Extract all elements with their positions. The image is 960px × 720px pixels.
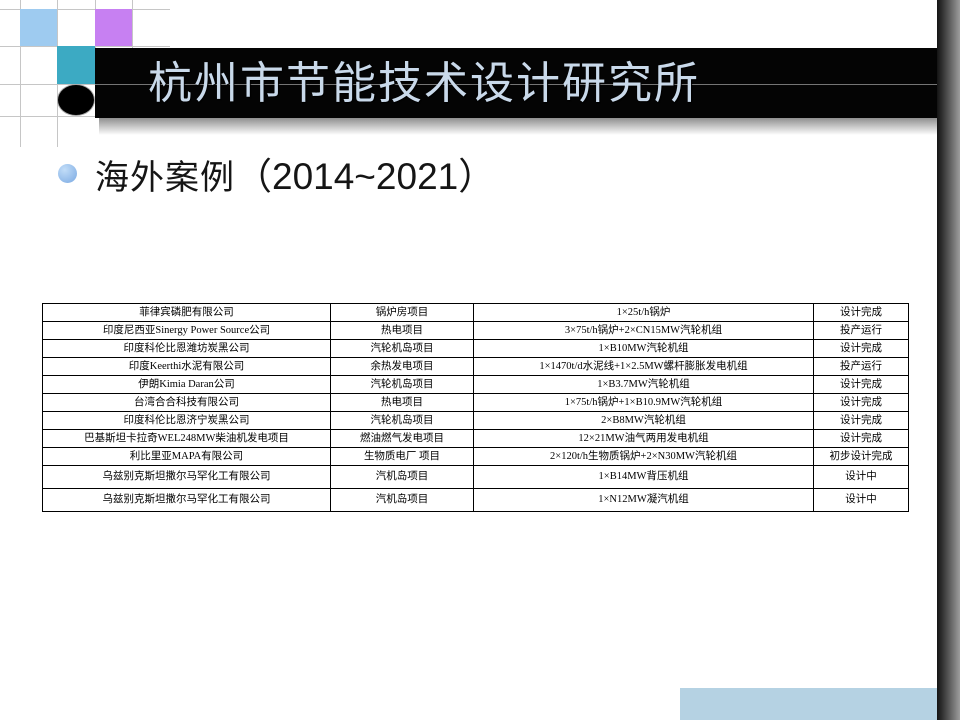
bullet-heading: 海外案例（2014~2021） bbox=[95, 146, 495, 200]
table-row: 乌兹别克斯坦撒尔马罕化工有限公司 汽机岛项目 1×N12MW凝汽机组 设计中 bbox=[42, 488, 909, 512]
table-cell: 乌兹别克斯坦撒尔马罕化工有限公司 bbox=[42, 488, 331, 512]
table-cell: 设计中 bbox=[813, 465, 909, 489]
table-cell: 设计完成 bbox=[813, 303, 909, 322]
table-cell: 燃油燃气发电项目 bbox=[330, 429, 474, 448]
bottom-accent-bar bbox=[680, 688, 937, 720]
table-row: 台湾合合科技有限公司 热电项目 1×75t/h锅炉+1×B10.9MW汽轮机组 设计完… bbox=[42, 393, 909, 412]
table-cell: 1×B10MW汽轮机组 bbox=[473, 339, 814, 358]
table-cell: 汽轮机岛项目 bbox=[330, 375, 474, 394]
deco-square-blue bbox=[20, 9, 57, 46]
table-cell: 初步设计完成 bbox=[813, 447, 909, 466]
table-cell: 汽机岛项目 bbox=[330, 465, 474, 489]
bullet-label: 海外案例 bbox=[95, 160, 235, 197]
deco-square-teal bbox=[57, 46, 95, 84]
table-row: 乌兹别克斯坦撒尔马罕化工有限公司 汽机岛项目 1×B14MW背压机组 设计中 bbox=[42, 465, 909, 489]
table-cell: 印度科伦比恩济宁炭黑公司 bbox=[42, 411, 331, 430]
table-cell: 设计完成 bbox=[813, 393, 909, 412]
grid-line-horizontal bbox=[0, 9, 170, 10]
table-cell: 12×21MW油气两用发电机组 bbox=[473, 429, 814, 448]
table-row: 伊朗Kimia Daran公司 汽轮机岛项目 1×B3.7MW汽轮机组 设计完成 bbox=[42, 375, 909, 394]
table-cell: 乌兹别克斯坦撒尔马罕化工有限公司 bbox=[42, 465, 331, 489]
title-banner: 杭州市节能技术设计研究所 bbox=[95, 48, 937, 118]
cases-table: 菲律宾磷肥有限公司 锅炉房项目 1×25t/h锅炉 设计完成 印度尼西亚Sinergy … bbox=[42, 303, 909, 512]
table-cell: 3×75t/h锅炉+2×CN15MW汽轮机组 bbox=[473, 321, 814, 340]
table-cell: 印度尼西亚Sinergy Power Source公司 bbox=[42, 321, 331, 340]
table-cell: 热电项目 bbox=[330, 321, 474, 340]
table-cell: 菲律宾磷肥有限公司 bbox=[42, 303, 331, 322]
right-edge-shadow bbox=[937, 0, 960, 720]
table-row: 菲律宾磷肥有限公司 锅炉房项目 1×25t/h锅炉 设计完成 bbox=[42, 303, 909, 322]
table-cell: 1×N12MW凝汽机组 bbox=[473, 488, 814, 512]
table-cell: 2×120t/h生物质锅炉+2×N30MW汽轮机组 bbox=[473, 447, 814, 466]
table-cell: 锅炉房项目 bbox=[330, 303, 474, 322]
deco-circle bbox=[57, 84, 95, 116]
table-cell: 利比里亚MAPA有限公司 bbox=[42, 447, 331, 466]
banner-shadow bbox=[99, 118, 937, 135]
table-cell: 巴基斯坦卡拉奇WEL248MW柴油机发电项目 bbox=[42, 429, 331, 448]
table-row: 印度科伦比恩潍坊炭黑公司 汽轮机岛项目 1×B10MW汽轮机组 设计完成 bbox=[42, 339, 909, 358]
table-cell: 台湾合合科技有限公司 bbox=[42, 393, 331, 412]
bullet-icon bbox=[58, 164, 77, 183]
table-cell: 印度科伦比恩潍坊炭黑公司 bbox=[42, 339, 331, 358]
table-cell: 2×B8MW汽轮机组 bbox=[473, 411, 814, 430]
table-cell: 余热发电项目 bbox=[330, 357, 474, 376]
table-cell: 1×B14MW背压机组 bbox=[473, 465, 814, 489]
table-cell: 印度Keerthi水泥有限公司 bbox=[42, 357, 331, 376]
table-cell: 1×75t/h锅炉+1×B10.9MW汽轮机组 bbox=[473, 393, 814, 412]
table-cell: 伊朗Kimia Daran公司 bbox=[42, 375, 331, 394]
table-cell: 1×25t/h锅炉 bbox=[473, 303, 814, 322]
grid-line-vertical bbox=[132, 0, 133, 48]
cases-table-body: 菲律宾磷肥有限公司 锅炉房项目 1×25t/h锅炉 设计完成 印度尼西亚Sinergy … bbox=[42, 303, 909, 512]
table-cell: 设计完成 bbox=[813, 339, 909, 358]
table-cell: 1×B3.7MW汽轮机组 bbox=[473, 375, 814, 394]
table-cell: 设计完成 bbox=[813, 429, 909, 448]
table-row: 印度尼西亚Sinergy Power Source公司 热电项目 3×75t/h锅炉… bbox=[42, 321, 909, 340]
table-cell: 投产运行 bbox=[813, 357, 909, 376]
table-cell: 设计完成 bbox=[813, 375, 909, 394]
table-row: 印度Keerthi水泥有限公司 余热发电项目 1×1470t/d水泥线+1×2.5M… bbox=[42, 357, 909, 376]
table-cell: 投产运行 bbox=[813, 321, 909, 340]
grid-line-horizontal bbox=[0, 116, 95, 117]
deco-square-purple bbox=[95, 9, 132, 46]
table-cell: 热电项目 bbox=[330, 393, 474, 412]
table-cell: 生物质电厂 项目 bbox=[330, 447, 474, 466]
table-cell: 汽轮机岛项目 bbox=[330, 411, 474, 430]
grid-line-vertical bbox=[20, 0, 21, 147]
page-title: 杭州市节能技术设计研究所 bbox=[148, 59, 700, 108]
table-cell: 设计完成 bbox=[813, 411, 909, 430]
table-row: 巴基斯坦卡拉奇WEL248MW柴油机发电项目 燃油燃气发电项目 12×21MW油气两… bbox=[42, 429, 909, 448]
table-cell: 汽机岛项目 bbox=[330, 488, 474, 512]
grid-line-horizontal bbox=[0, 84, 95, 85]
table-row: 印度科伦比恩济宁炭黑公司 汽轮机岛项目 2×B8MW汽轮机组 设计完成 bbox=[42, 411, 909, 430]
table-row: 利比里亚MAPA有限公司 生物质电厂 项目 2×120t/h生物质锅炉+2×N30M… bbox=[42, 447, 909, 466]
bullet-year-range: （2014~2021） bbox=[235, 156, 496, 197]
table-cell: 1×1470t/d水泥线+1×2.5MW螺杆膨胀发电机组 bbox=[473, 357, 814, 376]
table-cell: 设计中 bbox=[813, 488, 909, 512]
table-cell: 汽轮机岛项目 bbox=[330, 339, 474, 358]
banner-cross-line bbox=[95, 84, 937, 85]
